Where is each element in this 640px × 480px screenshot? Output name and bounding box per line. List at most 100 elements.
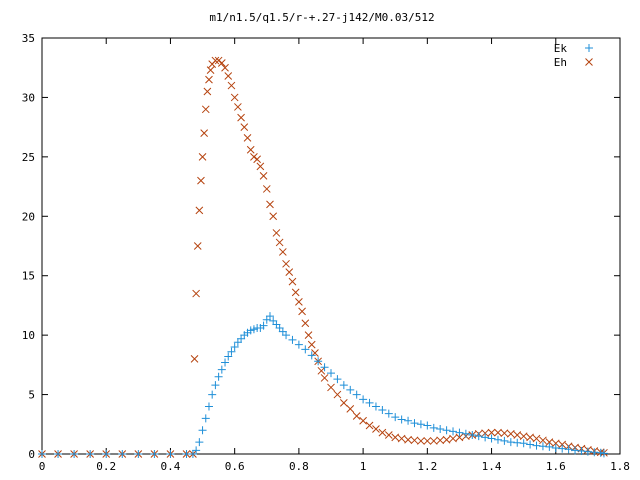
ek-point xyxy=(442,426,451,435)
eh-point xyxy=(203,87,212,96)
ek-point xyxy=(237,334,246,343)
eh-point xyxy=(256,162,265,171)
eh-point xyxy=(455,433,464,442)
ek-point xyxy=(214,372,223,381)
y-tick-label: 20 xyxy=(22,210,35,223)
ek-point xyxy=(246,326,255,335)
ek-point xyxy=(217,365,226,374)
ek-point xyxy=(249,325,258,334)
eh-point xyxy=(190,355,199,363)
eh-point xyxy=(404,435,412,444)
eh-point xyxy=(246,145,255,154)
ek-point xyxy=(282,331,291,340)
eh-point xyxy=(333,390,342,399)
eh-point xyxy=(224,72,233,80)
ek-point xyxy=(577,447,586,456)
eh-point xyxy=(193,242,202,250)
ek-point xyxy=(294,340,303,349)
x-tick-label: 0.4 xyxy=(161,460,181,473)
eh-point xyxy=(253,155,261,164)
ek-point xyxy=(221,358,230,367)
eh-point xyxy=(359,416,367,425)
ek-point xyxy=(288,335,297,344)
ek-point xyxy=(333,375,342,384)
eh-point xyxy=(391,433,400,442)
eh-point xyxy=(410,436,419,445)
eh-point xyxy=(423,437,432,445)
ek-point xyxy=(230,343,239,352)
y-tick-label: 30 xyxy=(22,91,35,104)
eh-point xyxy=(200,129,209,137)
plot-frame xyxy=(41,37,621,455)
ek-point xyxy=(397,415,406,424)
x-tick-label: 0.2 xyxy=(96,460,116,473)
ek-point xyxy=(269,316,278,325)
ek-point xyxy=(265,312,274,321)
ek-point xyxy=(198,426,207,435)
x-tick-label: 0.8 xyxy=(289,460,309,473)
ek-point xyxy=(583,447,592,456)
eh-point xyxy=(221,63,229,72)
ek-point xyxy=(513,438,522,447)
y-tick-label: 10 xyxy=(22,329,35,342)
eh-point xyxy=(227,81,236,90)
ek-point xyxy=(532,441,541,450)
ek-point xyxy=(118,450,127,458)
eh-point xyxy=(275,238,284,247)
eh-point xyxy=(500,429,509,438)
eh-point xyxy=(206,66,215,74)
eh-point xyxy=(240,123,249,131)
ek-point xyxy=(224,352,233,361)
eh-point xyxy=(269,212,278,221)
eh-point xyxy=(230,93,239,102)
ek-point xyxy=(102,450,111,458)
eh-point xyxy=(558,440,567,449)
eh-point xyxy=(494,428,502,437)
ek-point xyxy=(352,390,361,399)
x-tick-label: 1.2 xyxy=(417,460,437,473)
eh-point xyxy=(259,172,268,180)
ek-point xyxy=(275,324,284,333)
eh-point xyxy=(487,428,496,437)
ek-point xyxy=(391,413,400,422)
eh-point xyxy=(417,437,425,445)
ek-point xyxy=(449,427,458,436)
eh-point xyxy=(545,438,554,446)
eh-point xyxy=(266,200,274,209)
ek-point xyxy=(545,442,554,451)
ek-point xyxy=(278,327,287,336)
ek-point xyxy=(599,449,608,458)
eh-point xyxy=(307,340,316,349)
eh-point xyxy=(327,383,335,392)
x-tick-label: 0.6 xyxy=(225,460,245,473)
ek-point xyxy=(378,406,387,415)
eh-point xyxy=(397,434,406,443)
eh-point xyxy=(250,153,258,161)
eh-point xyxy=(288,277,297,286)
ek-point xyxy=(307,351,316,360)
ek-point xyxy=(500,436,509,445)
eh-point xyxy=(217,59,226,67)
ek-point xyxy=(551,444,560,453)
ek-point xyxy=(493,435,502,444)
eh-point xyxy=(436,436,445,445)
ek-point xyxy=(301,345,310,354)
eh-point xyxy=(262,185,271,193)
eh-point xyxy=(320,374,329,382)
legend-label-eh: Eh xyxy=(554,56,567,69)
y-tick-label: 35 xyxy=(22,32,35,45)
ek-point xyxy=(590,448,599,457)
ek-point xyxy=(506,438,515,447)
eh-point xyxy=(365,421,374,430)
ek-point xyxy=(327,369,335,378)
ek-point xyxy=(134,450,143,458)
ek-point xyxy=(365,398,374,407)
x-tick-label: 1.4 xyxy=(482,460,502,473)
eh-point xyxy=(506,429,515,438)
ek-point xyxy=(233,338,242,347)
ek-point xyxy=(188,450,197,458)
legend: Ek Eh xyxy=(554,42,593,69)
x-tick-label: 1 xyxy=(360,460,367,473)
